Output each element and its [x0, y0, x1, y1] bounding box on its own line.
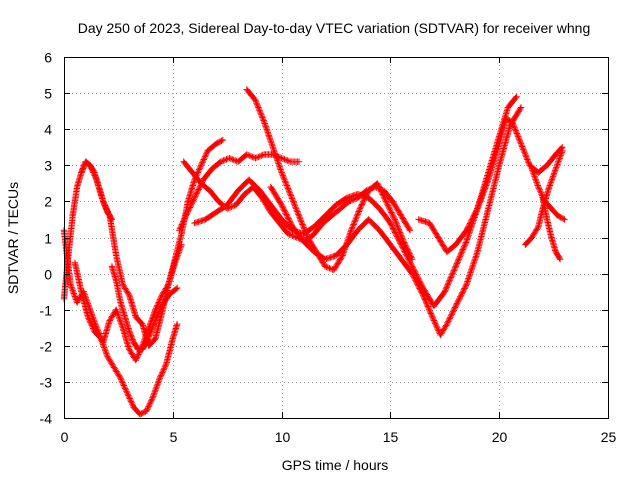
series-track-9 [243, 86, 416, 274]
x-axis-label: GPS time / hours [282, 457, 389, 473]
y-tick-label: 5 [44, 86, 52, 102]
x-tick-label: 10 [275, 429, 291, 445]
data-point-markers [78, 158, 116, 223]
data-point-markers [267, 104, 525, 339]
y-tick-label: -3 [40, 375, 53, 391]
y-tick-label: 3 [44, 158, 52, 174]
x-tick-label: 25 [601, 429, 617, 445]
series-track-11 [415, 115, 566, 256]
y-axis-label: SDTVAR / TECUs [5, 182, 21, 294]
y-tick-label: 6 [44, 50, 52, 66]
data-point-markers [415, 115, 566, 256]
data-points [60, 86, 568, 418]
series-track-14 [528, 165, 568, 223]
data-point-markers [243, 86, 416, 274]
y-tick-label: 1 [44, 231, 52, 247]
grid-lines [64, 57, 608, 418]
y-tick-label: -4 [40, 411, 53, 427]
x-tick-label: 5 [170, 429, 178, 445]
y-tick-label: 4 [44, 122, 52, 138]
x-tick-label: 20 [492, 429, 508, 445]
y-tick-labels: -4 -3 -2 -1 0 1 2 3 4 5 6 [40, 50, 53, 427]
y-tick-label: -1 [40, 303, 53, 319]
x-tick-label: 0 [61, 429, 69, 445]
y-tick-label: -2 [40, 339, 53, 355]
y-tick-label: 0 [44, 267, 52, 283]
y-tick-label: 2 [44, 194, 52, 210]
series-track-3 [78, 158, 116, 223]
data-point-markers [176, 151, 303, 234]
data-point-markers [528, 165, 568, 223]
data-point-markers [108, 263, 181, 353]
series-track-5 [108, 263, 181, 353]
data-point-markers [71, 259, 181, 418]
series-track-4 [71, 259, 181, 418]
x-tick-labels: 0 5 10 15 20 25 [61, 429, 617, 445]
x-tick-label: 15 [383, 429, 399, 445]
axis-ticks [64, 57, 609, 419]
chart-title: Day 250 of 2023, Sidereal Day-to-day VTE… [78, 20, 591, 36]
series-track-10 [267, 104, 525, 339]
series-track-6 [176, 151, 303, 234]
